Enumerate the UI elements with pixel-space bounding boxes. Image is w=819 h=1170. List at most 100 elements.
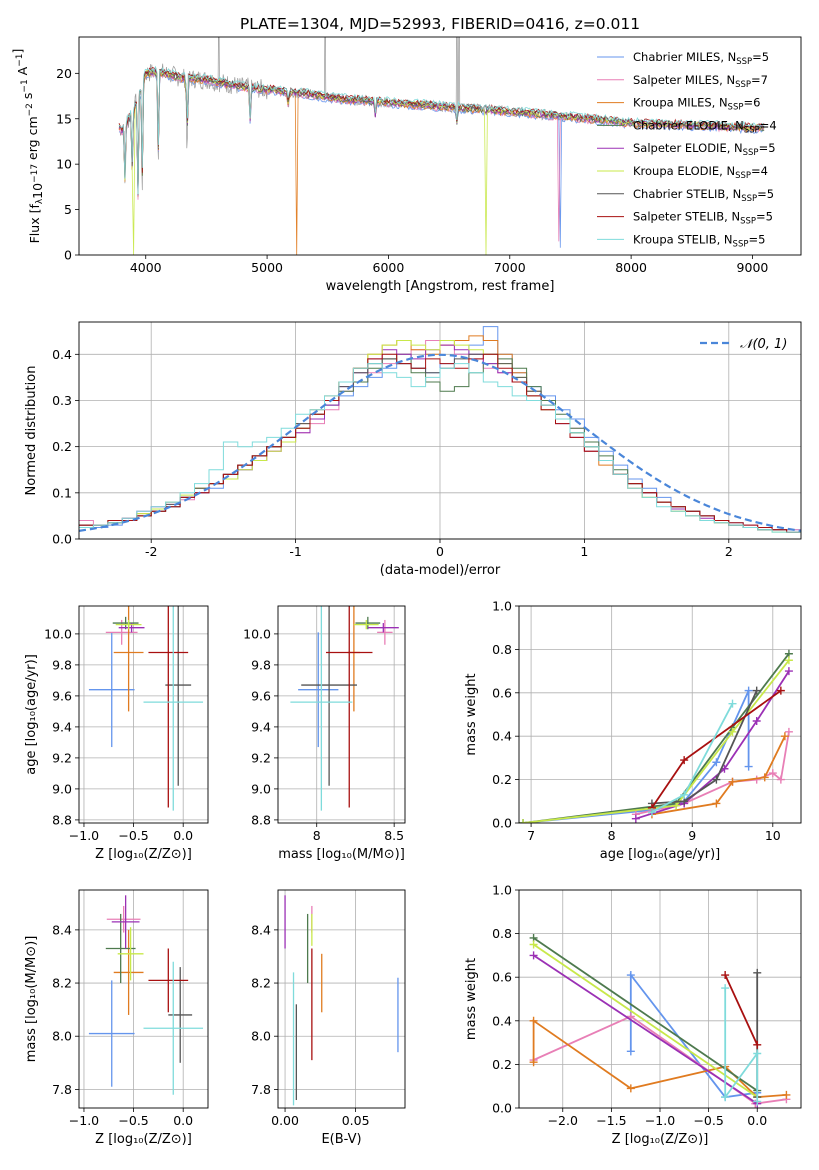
weight-marker <box>519 819 528 823</box>
x-tick-label: 9 <box>688 828 696 843</box>
residuals-plot <box>79 326 801 533</box>
y-tick-label: 0.4 <box>52 347 72 362</box>
x-tick-label: 8.5 <box>384 828 404 843</box>
y-tick-label: 0.4 <box>492 729 512 744</box>
legend-tail: =5 <box>757 187 774 201</box>
y-tick-label: 8.2 <box>52 976 72 991</box>
weight-series-line <box>533 943 758 1098</box>
weight-marker <box>529 940 538 949</box>
weight-marker <box>721 971 730 980</box>
legend-sub: SSP <box>735 171 751 181</box>
y-tick-label: 0.3 <box>52 393 72 408</box>
weight-series-line <box>724 974 759 1046</box>
legend-sub: SSP <box>733 239 749 249</box>
y-tick-label: 0.4 <box>492 1013 512 1028</box>
weight-marker <box>631 814 640 823</box>
y-tick-label: 0.6 <box>492 685 512 700</box>
normal-reference-curve <box>79 353 801 532</box>
weight-marker <box>721 984 730 993</box>
y-label-part: −1 <box>15 54 25 67</box>
legend-tail: =7 <box>751 73 768 87</box>
legend-text: Salpeter STELIB, N <box>633 210 740 224</box>
y-axis-label: age [log₁₀(age/yr)] <box>24 654 39 775</box>
y-label-part: A <box>15 66 30 79</box>
weight-marker <box>776 686 785 695</box>
y-tick-label: 8.8 <box>251 812 271 827</box>
x-tick-label: 4000 <box>130 260 162 275</box>
y-label-part: Flux [f <box>27 204 42 244</box>
axes-frame <box>78 36 802 256</box>
y-tick-label: 7.8 <box>251 1082 271 1097</box>
legend-label: Chabrier ELODIE, NSSP=4 <box>633 118 777 135</box>
legend-sub: SSP <box>736 57 752 67</box>
x-tick-label: 0.05 <box>342 1113 370 1128</box>
y-tick-label: 0.2 <box>492 772 512 787</box>
x-axis-label: Z [log₁₀(Z/Z⊙)] <box>612 1132 709 1147</box>
y-tick-label: 0.2 <box>52 439 72 454</box>
weight-marker <box>728 699 737 708</box>
weight-marker <box>780 732 789 741</box>
legend-sub: SSP <box>735 80 751 90</box>
y-axis-label: mass [log₁₀(M/M⊙)] <box>24 936 39 1063</box>
y-tick-label: 10.0 <box>44 626 72 641</box>
y-tick-label: 9.8 <box>52 657 72 672</box>
x-axis-label: age [log₁₀(age/yr)] <box>600 847 721 862</box>
weight-marker <box>721 1093 730 1102</box>
y-axis-label: mass weight <box>464 958 479 1040</box>
y-axis-label: Flux [fλ10−17 erg cm−2 s−1 A−1] <box>10 49 45 244</box>
legend-sub: SSP <box>744 125 760 135</box>
x-tick-label: 0.00 <box>271 1113 299 1128</box>
mass_vs_Z-panel: −1.0 −0.5 0.0 7.8 8.0 8.2 8.4 Z [log₁₀(Z/Z⊙)] ma… <box>24 889 209 1147</box>
weight-marker <box>760 773 769 782</box>
legend-label: Kroupa ELODIE, NSSP=4 <box>633 164 768 181</box>
y-label-part: λ <box>35 198 45 204</box>
axes-frame <box>78 321 802 540</box>
weight-marker <box>784 656 793 665</box>
weight-series-line <box>522 690 750 823</box>
weight-series-line <box>522 653 790 823</box>
y-tick-label: 9.0 <box>52 781 72 796</box>
x-axis-label: E(B-V) <box>321 1132 361 1147</box>
x-tick-label: -1 <box>289 544 301 559</box>
age_vs_mass-panel: 8 8.5 8.8 9.0 9.2 9.4 9.6 9.8 10.0 mass [log₁₀(M/… <box>243 605 406 862</box>
weight_vs_age-panel: 7 8 9 10 0.0 0.2 0.4 0.6 0.8 1.0 age [log₁₀(age/yr… <box>464 599 802 862</box>
x-tick-label: 0.0 <box>747 1113 767 1128</box>
y-axis-label: Normed distribution <box>24 366 39 496</box>
legend-tail: =4 <box>751 164 768 178</box>
y-tick-label: 1.0 <box>492 883 512 898</box>
weight-series-line <box>533 954 758 1105</box>
y-tick-label: 8.8 <box>52 812 72 827</box>
legend-tail: =5 <box>752 50 769 64</box>
y-tick-label: 15 <box>56 111 72 126</box>
y-tick-label: 8.4 <box>251 922 271 937</box>
weight_vs_age-plot <box>519 649 793 823</box>
weight-series-line <box>533 1015 787 1105</box>
axes-frame <box>277 889 406 1109</box>
legend-tail: =5 <box>748 232 765 246</box>
axes-frame <box>78 605 209 824</box>
legend-text: Chabrier MILES, N <box>633 50 736 64</box>
spectrum-model-line <box>118 67 765 192</box>
x-tick-label: −1.5 <box>596 1113 626 1128</box>
legend-tail: =6 <box>743 96 760 110</box>
weight-marker <box>712 758 721 767</box>
legend-text: Salpeter ELODIE, N <box>633 141 743 155</box>
weight-marker <box>680 790 689 799</box>
x-tick-label: 8 <box>608 828 616 843</box>
weight-marker <box>712 775 721 784</box>
weight-marker <box>744 686 753 695</box>
y-tick-label: 0.6 <box>492 970 512 985</box>
legend-label: 𝒩(0, 1) <box>740 337 787 352</box>
weight-marker <box>744 762 753 771</box>
weight-marker <box>728 777 737 786</box>
y-tick-label: 10.0 <box>243 626 271 641</box>
y-tick-label: 9.2 <box>251 750 271 765</box>
weight-marker <box>753 1049 762 1058</box>
x-tick-label: −1.0 <box>69 1113 99 1128</box>
x-tick-label: 7 <box>527 828 535 843</box>
x-tick-label: 7000 <box>494 260 526 275</box>
y-tick-label: 0.2 <box>492 1057 512 1072</box>
y-tick-label: 9.8 <box>251 657 271 672</box>
weight-series-line <box>651 690 758 805</box>
